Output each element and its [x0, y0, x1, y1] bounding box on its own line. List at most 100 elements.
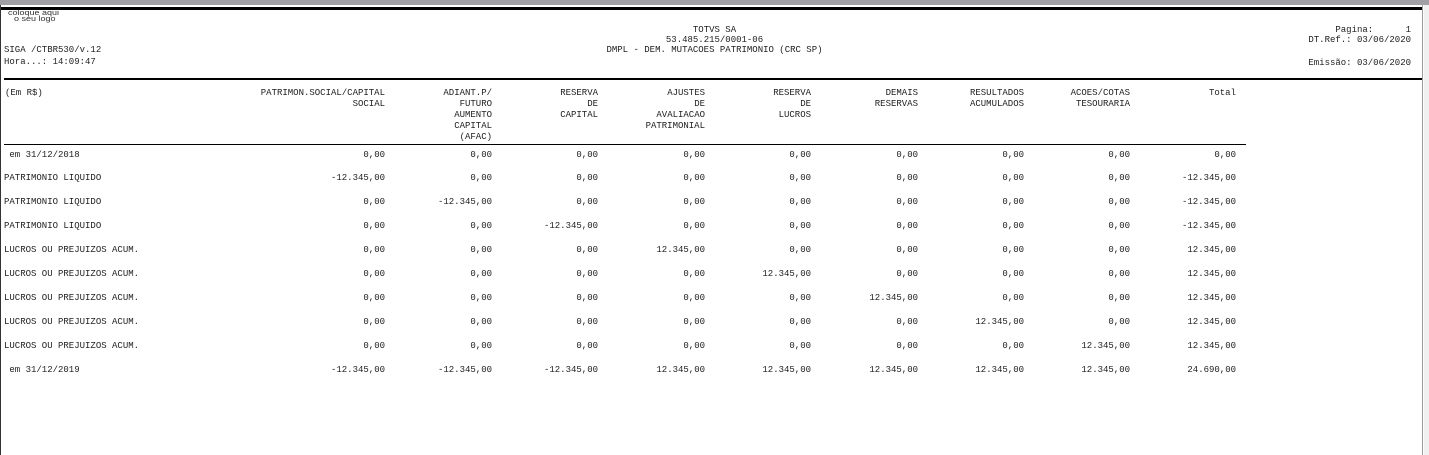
vertical-scrollbar[interactable]	[1424, 5, 1429, 455]
cell-value: 12.345,00	[762, 269, 811, 279]
cell-value: 0,00	[576, 197, 598, 207]
cell-value: 12.345,00	[869, 293, 918, 303]
cell-value: 0,00	[1002, 197, 1024, 207]
cell-value: 0,00	[896, 341, 918, 351]
cell-value: -12.345,00	[437, 365, 492, 375]
cell-value: 0,00	[789, 173, 811, 183]
header-bottom-rule	[4, 78, 1422, 80]
cell-value: 0,00	[683, 317, 705, 327]
cell-value: 0,00	[1108, 221, 1130, 231]
cell-value: 0,00	[896, 197, 918, 207]
page-right-border	[1422, 5, 1423, 455]
row-label: LUCROS OU PREJUIZOS ACUM.	[4, 341, 140, 351]
cell-value: 0,00	[363, 269, 385, 279]
column-header: PATRIMON.SOCIAL/CAPITAL SOCIAL	[260, 88, 385, 109]
cell-value: 0,00	[363, 293, 385, 303]
row-label: LUCROS OU PREJUIZOS ACUM.	[4, 245, 140, 255]
cell-value: 12.345,00	[1187, 341, 1236, 351]
issue-date: Emissão: 03/06/2020	[1308, 58, 1411, 68]
company-name: TOTVS SA	[692, 25, 737, 35]
cell-value: 0,00	[896, 317, 918, 327]
cell-value: -12.345,00	[1181, 221, 1236, 231]
row-label: em 31/12/2018	[4, 150, 80, 160]
cell-value: -12.345,00	[1181, 173, 1236, 183]
cell-value: 0,00	[789, 221, 811, 231]
company-cnpj: 53.485.215/0001-06	[665, 35, 764, 45]
cell-value: 12.345,00	[1187, 317, 1236, 327]
cell-value: 0,00	[1002, 269, 1024, 279]
cell-value: 0,00	[683, 221, 705, 231]
cell-value: 0,00	[1108, 293, 1130, 303]
cell-value: -12.345,00	[330, 173, 385, 183]
row-label: LUCROS OU PREJUIZOS ACUM.	[4, 317, 140, 327]
cell-value: 0,00	[789, 293, 811, 303]
cell-value: -12.345,00	[543, 221, 598, 231]
cell-value: 0,00	[1002, 150, 1024, 160]
cell-value: 0,00	[363, 245, 385, 255]
column-header: RESERVA DE LUCROS	[773, 88, 811, 120]
cell-value: 0,00	[896, 245, 918, 255]
cell-value: 0,00	[363, 197, 385, 207]
cell-value: 0,00	[1002, 245, 1024, 255]
cell-value: -12.345,00	[543, 365, 598, 375]
cell-value: 0,00	[470, 293, 492, 303]
header-top-rule	[1, 7, 1422, 10]
cell-value: 0,00	[1002, 341, 1024, 351]
cell-value: 0,00	[789, 197, 811, 207]
cell-value: 0,00	[896, 221, 918, 231]
cell-value: 0,00	[470, 173, 492, 183]
cell-value: 12.345,00	[1187, 245, 1236, 255]
page-number: Pagina: 1	[1335, 25, 1411, 35]
cell-value: 12.345,00	[1081, 341, 1130, 351]
cell-value: 0,00	[896, 269, 918, 279]
cell-value: 0,00	[1214, 150, 1236, 160]
column-header: Total	[1208, 88, 1236, 98]
cell-value: 0,00	[1108, 197, 1130, 207]
cell-value: 0,00	[1108, 269, 1130, 279]
cell-value: 0,00	[576, 269, 598, 279]
row-label: em 31/12/2019	[4, 365, 80, 375]
cell-value: 0,00	[576, 293, 598, 303]
cell-value: 0,00	[576, 150, 598, 160]
column-header: DEMAIS RESERVAS	[874, 88, 918, 109]
cell-value: 0,00	[1002, 221, 1024, 231]
cell-value: 12.345,00	[1187, 269, 1236, 279]
cell-value: 0,00	[363, 150, 385, 160]
cell-value: 0,00	[470, 341, 492, 351]
column-header: ADIANT.P/ FUTURO AUMENTO CAPITAL (AFAC)	[443, 88, 492, 142]
cell-value: 0,00	[789, 245, 811, 255]
cell-value: 12.345,00	[1081, 365, 1130, 375]
cell-value: 12.345,00	[656, 365, 705, 375]
cell-value: 0,00	[789, 341, 811, 351]
window-top-bar	[0, 0, 1429, 5]
cell-value: 0,00	[470, 150, 492, 160]
column-header: AJUSTES DE AVALIACAO PATRIMONIAL	[645, 88, 705, 131]
cell-value: 0,00	[683, 341, 705, 351]
cell-value: 0,00	[789, 317, 811, 327]
column-header: ACOES/COTAS TESOURARIA	[1070, 88, 1130, 109]
cell-value: 0,00	[683, 269, 705, 279]
column-header: RESERVA DE CAPITAL	[560, 88, 598, 120]
cell-value: -12.345,00	[1181, 197, 1236, 207]
cell-value: -12.345,00	[330, 365, 385, 375]
cell-value: 24.690,00	[1187, 365, 1236, 375]
cell-value: 0,00	[576, 245, 598, 255]
currency-note: (Em R$)	[5, 88, 43, 98]
cell-value: 0,00	[1108, 245, 1130, 255]
cell-value: 0,00	[1002, 293, 1024, 303]
row-label: PATRIMONIO LIQUIDO	[4, 173, 102, 183]
logo-placeholder: coloque aqui o seu logo	[8, 8, 60, 23]
cell-value: -12.345,00	[437, 197, 492, 207]
cell-value: 0,00	[363, 221, 385, 231]
cell-value: 0,00	[683, 150, 705, 160]
cell-value: 0,00	[470, 317, 492, 327]
page-left-border	[0, 5, 1, 455]
cell-value: 0,00	[1002, 173, 1024, 183]
cell-value: 12.345,00	[869, 365, 918, 375]
cell-value: 0,00	[683, 197, 705, 207]
cell-value: 12.345,00	[975, 317, 1024, 327]
column-header: RESULTADOS ACUMULADOS	[969, 88, 1024, 109]
program-id: SIGA /CTBR530/v.12	[4, 45, 102, 55]
cell-value: 0,00	[576, 341, 598, 351]
cell-value: 0,00	[683, 173, 705, 183]
